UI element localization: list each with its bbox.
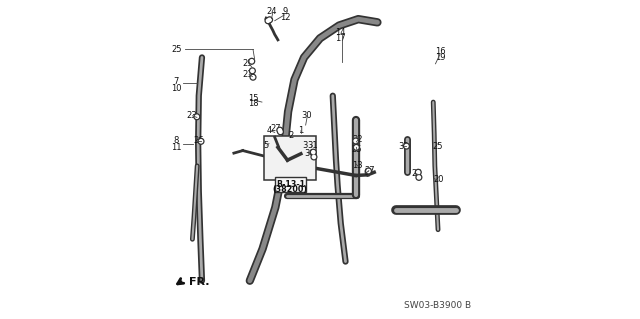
FancyBboxPatch shape: [275, 177, 306, 192]
Text: 5: 5: [263, 141, 268, 150]
Text: 14: 14: [335, 28, 346, 37]
Text: 13: 13: [353, 161, 363, 170]
Text: 8: 8: [174, 137, 179, 145]
Circle shape: [312, 155, 316, 159]
Circle shape: [265, 18, 271, 24]
Circle shape: [353, 138, 358, 144]
Circle shape: [355, 146, 358, 149]
Circle shape: [250, 74, 256, 80]
Text: 19: 19: [435, 53, 446, 62]
Circle shape: [267, 17, 273, 23]
Text: 23: 23: [186, 111, 197, 120]
Circle shape: [417, 171, 420, 174]
Circle shape: [278, 129, 284, 135]
Circle shape: [268, 18, 271, 21]
Text: 2: 2: [289, 131, 294, 140]
Circle shape: [417, 176, 420, 179]
Text: 26: 26: [193, 137, 204, 145]
Text: 16: 16: [435, 48, 446, 56]
Text: 10: 10: [172, 84, 182, 93]
Text: 31: 31: [307, 141, 317, 150]
Circle shape: [310, 149, 316, 155]
Text: 32: 32: [399, 142, 409, 151]
Circle shape: [250, 68, 255, 74]
Circle shape: [252, 76, 255, 79]
Text: 15: 15: [248, 94, 259, 103]
Circle shape: [367, 169, 370, 173]
Circle shape: [405, 145, 408, 148]
Text: 30: 30: [301, 111, 312, 120]
Circle shape: [278, 129, 282, 132]
Circle shape: [416, 174, 422, 180]
Text: B-13-1: B-13-1: [276, 180, 305, 189]
Text: (38200): (38200): [273, 185, 308, 194]
Circle shape: [354, 139, 357, 143]
Text: 28: 28: [412, 169, 422, 178]
Text: 11: 11: [172, 143, 182, 152]
Text: 20: 20: [433, 175, 444, 184]
Text: 27: 27: [271, 124, 282, 133]
Text: FR.: FR.: [189, 277, 209, 287]
Circle shape: [194, 114, 200, 120]
Text: 24: 24: [266, 7, 276, 16]
Text: 4: 4: [266, 126, 271, 135]
Text: 7: 7: [174, 77, 179, 86]
Circle shape: [250, 60, 253, 63]
Circle shape: [200, 140, 203, 143]
Circle shape: [312, 151, 315, 154]
Text: 25: 25: [172, 45, 182, 54]
Text: 21: 21: [242, 70, 253, 78]
Text: 30: 30: [304, 149, 314, 158]
Text: 22: 22: [353, 135, 363, 144]
Text: 3: 3: [302, 141, 308, 150]
Circle shape: [277, 127, 283, 133]
FancyBboxPatch shape: [264, 136, 317, 180]
Text: 25: 25: [432, 142, 443, 151]
Circle shape: [404, 143, 410, 149]
Circle shape: [365, 168, 371, 174]
Circle shape: [249, 58, 255, 64]
Text: 12: 12: [280, 13, 290, 22]
Text: SW03-B3900 B: SW03-B3900 B: [404, 301, 472, 310]
Text: 25: 25: [351, 145, 362, 154]
Text: 29: 29: [242, 59, 253, 68]
Text: 6: 6: [364, 168, 369, 177]
Circle shape: [198, 138, 204, 144]
Circle shape: [415, 169, 421, 175]
Circle shape: [251, 69, 254, 72]
Circle shape: [266, 19, 269, 22]
Text: 27: 27: [364, 166, 375, 174]
Circle shape: [353, 145, 359, 150]
Text: 18: 18: [248, 100, 259, 108]
Circle shape: [195, 115, 198, 118]
Circle shape: [279, 130, 282, 133]
Text: 9: 9: [282, 7, 287, 16]
Text: 1: 1: [298, 126, 303, 135]
Text: 17: 17: [335, 34, 346, 43]
Circle shape: [311, 154, 317, 160]
